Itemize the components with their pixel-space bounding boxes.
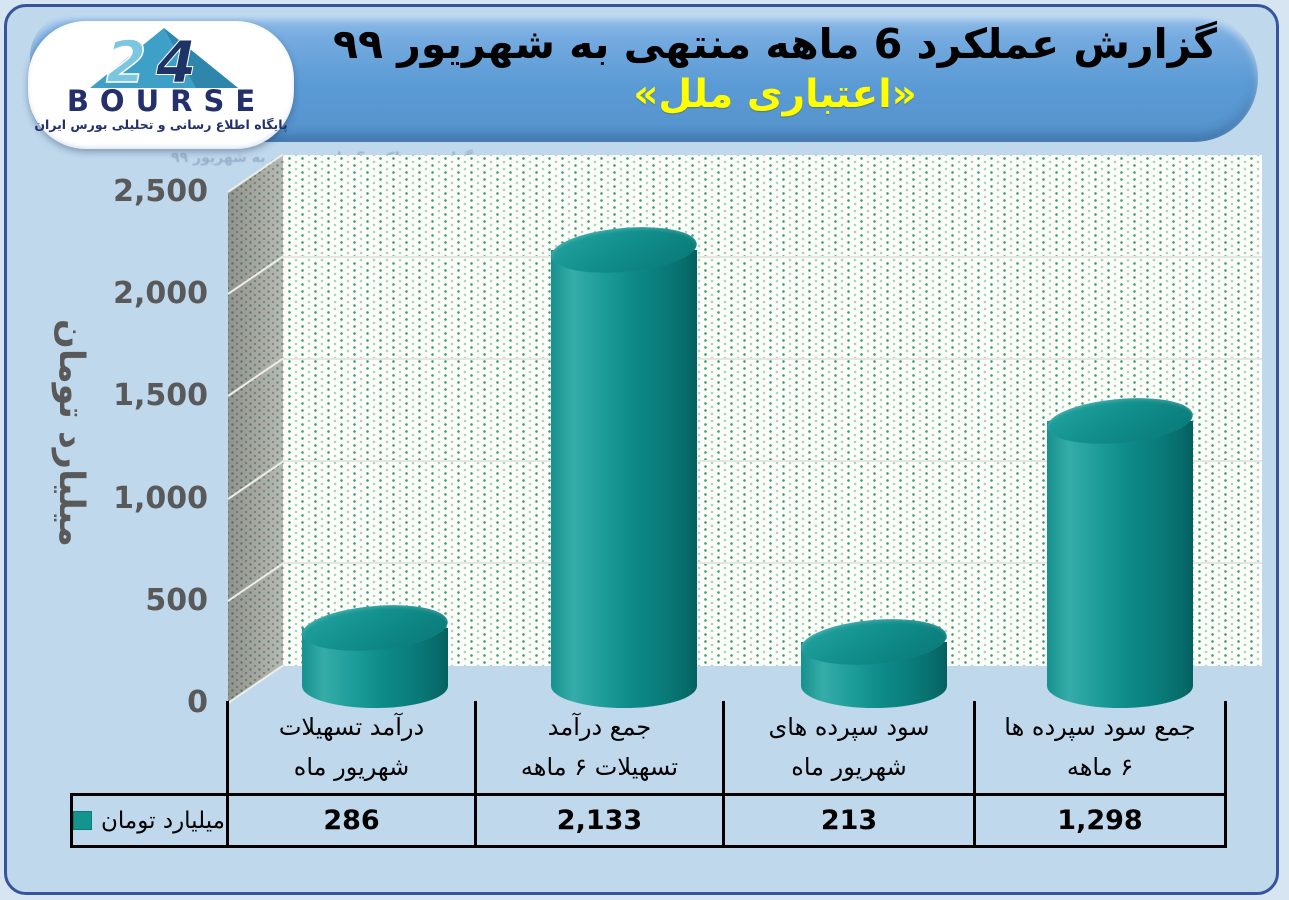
y-tick-label: 1,500 — [113, 378, 208, 414]
value-cell-3: 213 — [820, 805, 878, 836]
category-label-1: درآمد تسهیلات شهریور ماه — [278, 712, 425, 782]
table-column-separator — [1224, 701, 1227, 793]
category-label-3: سود سپرده های شهریور ماه — [768, 712, 930, 782]
y-tick-label: 0 — [187, 685, 208, 720]
bourse24-triangle-icon: 2 4 — [90, 27, 238, 90]
value-row: میلیارد تومان 286 2,133 213 1,298 — [70, 793, 1227, 848]
category-label-4: جمع سود سپرده ها ۶ ماهه — [1004, 712, 1196, 782]
data-table: درآمد تسهیلات شهریور ماه جمع درآمد تسهیل… — [70, 701, 1230, 851]
gridline — [283, 460, 1262, 463]
chart-left-wall — [228, 155, 283, 703]
cylinder-bar-1 — [300, 599, 450, 708]
value-separator — [474, 796, 477, 845]
svg-text:2: 2 — [106, 28, 146, 90]
cylinder-bar-2 — [549, 221, 699, 708]
cylinder-bar-3 — [799, 614, 949, 708]
logo-brand-text: BOURSE — [66, 84, 267, 118]
value-cell-4: 1,298 — [1057, 805, 1143, 836]
page-subtitle: «اعتباری ملل» — [633, 72, 917, 117]
y-tick-label: 1,000 — [113, 480, 208, 516]
page-title: گزارش عملکرد 6 ماهه منتهی به شهریور ۹۹ — [332, 20, 1218, 68]
bourse24-logo: 2 4 BOURSE پایگاه اطلاع رسانی و تحلیلی ب… — [28, 21, 294, 149]
gridline — [283, 255, 1262, 258]
table-column-separator — [973, 701, 976, 793]
legend-label: میلیارد تومان — [101, 807, 225, 834]
y-axis-title: میلیارد تومان — [51, 318, 91, 547]
svg-text:4: 4 — [155, 28, 196, 90]
cylinder-bar-4 — [1045, 392, 1195, 708]
table-column-separator — [226, 701, 229, 793]
value-separator — [226, 796, 229, 845]
gridline — [283, 357, 1262, 360]
table-column-separator — [474, 701, 477, 793]
y-tick-label: 2,500 — [113, 174, 208, 209]
logo-tagline: پایگاه اطلاع رسانی و تحلیلی بورس ایران — [34, 117, 288, 132]
legend: میلیارد تومان — [73, 796, 229, 845]
value-separator — [973, 796, 976, 845]
cylinder-body — [551, 250, 697, 708]
value-cell-2: 2,133 — [556, 805, 643, 836]
gridline — [283, 562, 1262, 565]
y-tick-label: 500 — [145, 582, 208, 618]
value-separator — [722, 796, 725, 845]
y-tick-label: 2,000 — [113, 276, 208, 312]
header-titles: گزارش عملکرد 6 ماهه منتهی به شهریور ۹۹ «… — [305, 18, 1245, 120]
table-column-separator — [722, 701, 725, 793]
value-cell-1: 286 — [323, 805, 380, 836]
category-label-2: جمع درآمد تسهیلات ۶ ماهه — [520, 712, 679, 782]
cylinder-body — [1047, 420, 1193, 708]
legend-swatch-icon — [73, 811, 93, 830]
